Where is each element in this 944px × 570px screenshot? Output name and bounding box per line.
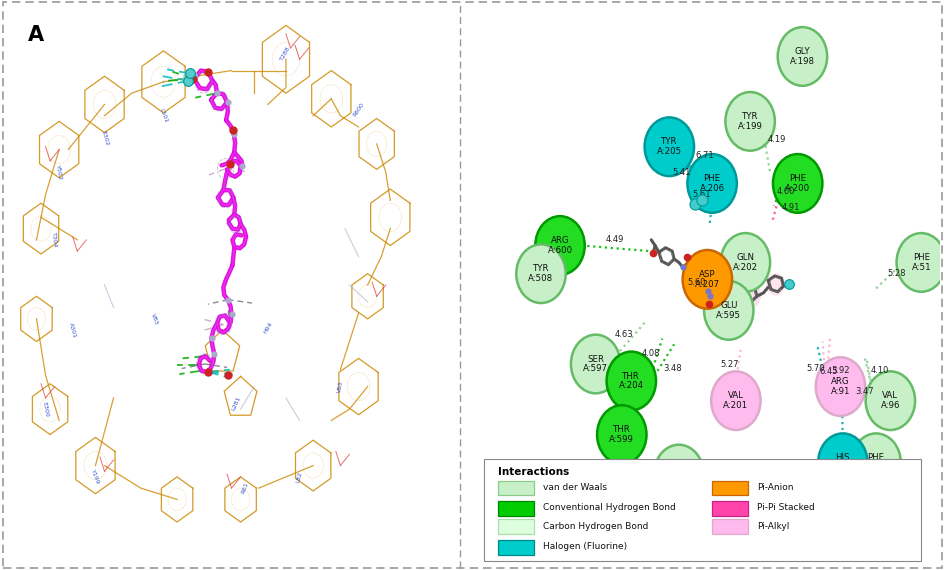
Text: A: A: [27, 26, 43, 46]
Text: 4.63: 4.63: [615, 329, 632, 339]
Text: Halogen (Fluorine): Halogen (Fluorine): [543, 542, 627, 551]
Circle shape: [815, 357, 865, 416]
Text: 4.91: 4.91: [781, 203, 799, 212]
Text: A301: A301: [68, 322, 77, 339]
Text: 4.49: 4.49: [605, 235, 623, 245]
Text: van der Waals: van der Waals: [543, 483, 607, 492]
Text: GLN
A:202: GLN A:202: [732, 253, 757, 272]
Text: 6.71: 6.71: [695, 150, 714, 160]
Text: Pi-Pi Stacked: Pi-Pi Stacked: [756, 503, 814, 512]
Text: TYR
A:508: TYR A:508: [528, 264, 553, 283]
Text: L82: L82: [295, 471, 303, 483]
Circle shape: [703, 281, 752, 340]
Circle shape: [711, 371, 760, 430]
Text: PHE
A:51: PHE A:51: [910, 253, 930, 272]
Text: V83: V83: [150, 312, 159, 325]
Circle shape: [736, 280, 760, 309]
Text: R600: R600: [351, 102, 364, 118]
Circle shape: [725, 92, 774, 150]
Text: 4.08: 4.08: [641, 349, 660, 359]
Text: PHE
A:206: PHE A:206: [699, 174, 724, 193]
Text: Carbon Hydrogen Bond: Carbon Hydrogen Bond: [543, 522, 649, 531]
Text: THR
A:204: THR A:204: [618, 372, 643, 390]
Text: PHE
A:95: PHE A:95: [866, 453, 885, 472]
Text: 3.48: 3.48: [662, 364, 681, 373]
Text: R61: R61: [241, 482, 249, 495]
Text: Interactions: Interactions: [497, 467, 569, 477]
Bar: [712, 481, 747, 495]
Circle shape: [772, 154, 821, 213]
Text: 4.10: 4.10: [869, 367, 887, 375]
Text: L281: L281: [230, 396, 242, 412]
Circle shape: [865, 371, 914, 430]
Circle shape: [686, 154, 736, 213]
Text: 5.41: 5.41: [671, 168, 690, 177]
Circle shape: [570, 335, 619, 393]
Text: 3.92: 3.92: [831, 367, 849, 375]
Circle shape: [851, 433, 900, 492]
Text: T304: T304: [51, 232, 58, 248]
Text: VAL
A:96: VAL A:96: [880, 392, 900, 410]
Text: VAL
A:201: VAL A:201: [722, 392, 748, 410]
Text: 5.28: 5.28: [886, 269, 905, 278]
Text: 5.27: 5.27: [719, 360, 737, 368]
Circle shape: [653, 445, 703, 503]
Text: Pi-Alkyl: Pi-Alkyl: [756, 522, 789, 531]
Bar: [497, 540, 533, 555]
Text: 5.61: 5.61: [692, 190, 710, 199]
Bar: [497, 501, 533, 516]
Circle shape: [606, 352, 655, 410]
Circle shape: [777, 27, 826, 86]
Circle shape: [896, 233, 944, 292]
Text: 4.00: 4.00: [775, 188, 794, 197]
Bar: [497, 519, 533, 534]
Text: ASP
A:207: ASP A:207: [694, 270, 719, 289]
Bar: [712, 501, 747, 516]
Text: ASN
A:203: ASN A:203: [666, 465, 691, 483]
Text: 5.60: 5.60: [687, 278, 705, 287]
Text: ARG
A:91: ARG A:91: [830, 377, 850, 396]
Text: TYR
A:199: TYR A:199: [737, 112, 762, 131]
Text: ARG
A:600: ARG A:600: [547, 236, 572, 255]
Circle shape: [597, 405, 646, 464]
Text: L501: L501: [159, 108, 168, 124]
Text: GLU
A:595: GLU A:595: [716, 301, 740, 320]
Circle shape: [766, 273, 784, 296]
Text: HIS
A:94: HIS A:94: [833, 453, 851, 472]
Text: Y199: Y199: [91, 469, 100, 485]
Text: 4.19: 4.19: [767, 136, 785, 144]
Text: 3.47: 3.47: [854, 386, 872, 396]
Text: E302: E302: [100, 130, 109, 146]
Text: GLY
A:198: GLY A:198: [789, 47, 814, 66]
Text: THR
A:599: THR A:599: [609, 425, 633, 444]
Bar: [712, 519, 747, 534]
Text: H94: H94: [262, 320, 273, 334]
Text: Conventional Hydrogen Bond: Conventional Hydrogen Bond: [543, 503, 675, 512]
Text: T288: T288: [279, 46, 292, 62]
Text: SER
A:597: SER A:597: [582, 355, 608, 373]
Circle shape: [682, 250, 732, 309]
Circle shape: [693, 263, 720, 295]
Text: 5.70: 5.70: [805, 364, 824, 373]
Text: TYR
A:205: TYR A:205: [656, 137, 682, 156]
Text: Y502: Y502: [56, 164, 63, 180]
Circle shape: [644, 117, 693, 176]
Text: PHE
A:200: PHE A:200: [784, 174, 809, 193]
Circle shape: [534, 216, 584, 275]
Circle shape: [720, 233, 769, 292]
Bar: [497, 481, 533, 495]
Circle shape: [515, 245, 565, 303]
Text: 6.45: 6.45: [818, 367, 837, 376]
Text: Pi-Anion: Pi-Anion: [756, 483, 793, 492]
Text: E300: E300: [42, 401, 49, 417]
Circle shape: [818, 433, 867, 492]
Text: V83: V83: [336, 380, 344, 393]
